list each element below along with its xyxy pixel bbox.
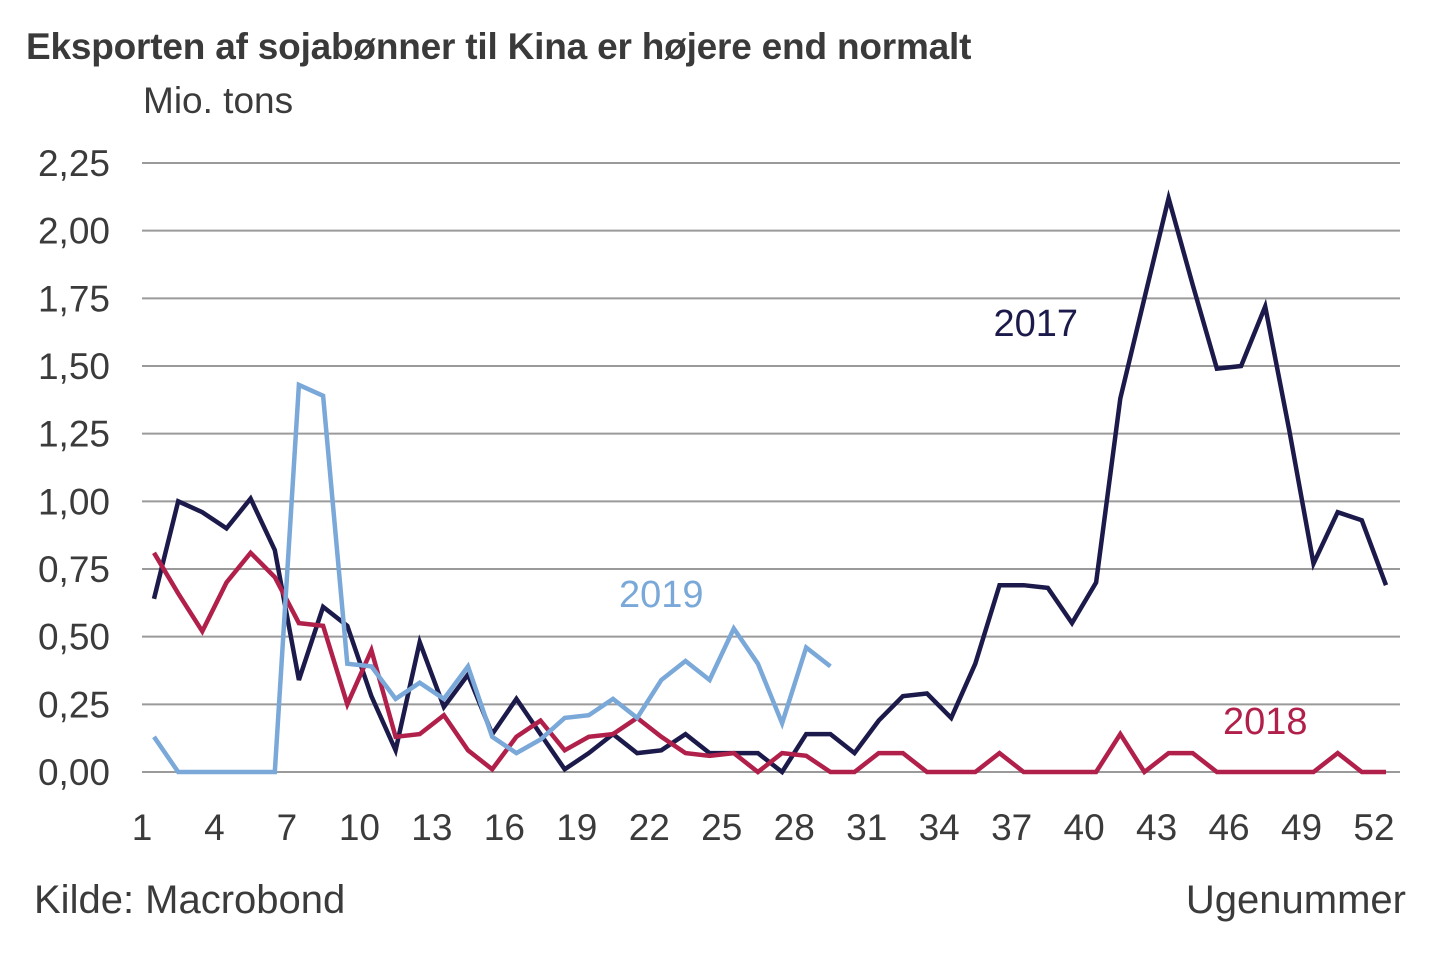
y-tick-label: 2,00 <box>38 211 110 252</box>
x-tick-label: 40 <box>1064 807 1105 848</box>
y-tick-label: 0,25 <box>38 684 110 725</box>
x-tick-label: 4 <box>204 807 225 848</box>
y-tick-label: 1,50 <box>38 346 110 387</box>
y-tick-label: 2,25 <box>38 143 110 184</box>
x-tick-label: 49 <box>1281 807 1322 848</box>
x-tick-label: 13 <box>411 807 452 848</box>
y-tick-label: 1,75 <box>38 278 110 319</box>
series-label-2017: 2017 <box>993 303 1078 345</box>
x-tick-label: 46 <box>1208 807 1249 848</box>
y-tick-label: 1,25 <box>38 414 110 455</box>
series-line-2018 <box>152 549 1386 776</box>
x-tick-label: 1 <box>132 807 153 848</box>
source-note: Kilde: Macrobond <box>34 878 346 922</box>
x-tick-label: 34 <box>919 807 960 848</box>
x-tick-label: 10 <box>339 807 380 848</box>
x-tick-label: 43 <box>1136 807 1177 848</box>
y-tick-label: 0,75 <box>38 549 110 590</box>
x-tick-label: 31 <box>846 807 887 848</box>
x-tick-label: 37 <box>991 807 1032 848</box>
x-tick-label: 19 <box>556 807 597 848</box>
series-lines <box>151 189 1389 776</box>
y-axis-unit-label: Mio. tons <box>143 80 294 121</box>
y-tick-label: 1,00 <box>38 481 110 522</box>
x-tick-label: 7 <box>277 807 298 848</box>
series-label-2019: 2019 <box>619 574 704 616</box>
x-axis-label: Ugenummer <box>1185 878 1406 922</box>
x-tick-label: 22 <box>629 807 670 848</box>
series-label-2018: 2018 <box>1223 701 1308 743</box>
x-tick-label: 25 <box>701 807 742 848</box>
y-tick-label: 0,50 <box>38 617 110 658</box>
x-tick-label: 16 <box>484 807 525 848</box>
series-labels: 2017 2018 2019 <box>619 303 1307 743</box>
x-tick-label: 28 <box>774 807 815 848</box>
chart-title: Eksporten af sojabønner til Kina er høje… <box>26 26 972 67</box>
gridlines <box>142 162 1400 773</box>
series-line-2019 <box>152 381 832 775</box>
series-line-2017 <box>151 189 1389 776</box>
x-tick-label: 52 <box>1353 807 1394 848</box>
x-axis-ticks: 1 4 7 10 13 16 19 22 25 28 31 34 37 40 43 46 49 52 <box>132 807 1395 848</box>
y-tick-label: 0,00 <box>38 752 110 793</box>
y-axis-ticks: 0,00 0,25 0,50 0,75 1,00 1,25 1,50 1,75 2,00 2,25 <box>38 143 110 793</box>
